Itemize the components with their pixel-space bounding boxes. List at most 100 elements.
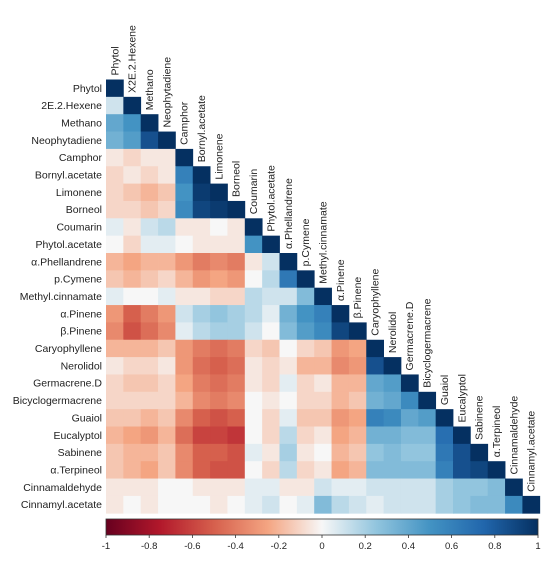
heatmap-cell — [210, 253, 228, 271]
heatmap-cell — [140, 391, 159, 410]
heatmap-cell — [175, 253, 194, 271]
heatmap-cell — [331, 322, 350, 341]
heatmap-cell — [418, 461, 437, 479]
heatmap-cell — [348, 339, 367, 358]
heatmap-cell — [158, 270, 176, 289]
heatmap-cell — [279, 461, 298, 479]
row-label: Cinnamyl.acetate — [21, 499, 102, 511]
heatmap-cell — [400, 495, 419, 514]
heatmap-cell — [106, 339, 124, 358]
heatmap-cell — [123, 253, 142, 271]
heatmap-cell — [262, 426, 280, 445]
heatmap-cell — [314, 391, 332, 410]
heatmap-cell — [296, 409, 315, 427]
column-label: α.Terpineol — [491, 406, 503, 458]
heatmap-cell — [106, 287, 124, 306]
heatmap-cell — [383, 461, 402, 479]
heatmap-cell — [227, 200, 246, 219]
heatmap-cell — [140, 253, 159, 271]
column-label: Phytol — [109, 46, 121, 75]
heatmap-cell — [123, 305, 142, 323]
heatmap-cell — [140, 374, 159, 393]
heatmap-cell — [140, 426, 159, 445]
heatmap-cell — [140, 148, 159, 167]
heatmap-cell — [262, 322, 280, 341]
heatmap-cell — [331, 357, 350, 375]
heatmap-cell — [158, 322, 176, 341]
heatmap-cell — [296, 374, 315, 393]
heatmap-cell — [106, 96, 124, 115]
heatmap-cell — [348, 374, 367, 393]
heatmap-cell — [418, 426, 437, 445]
heatmap-cell — [366, 426, 384, 445]
heatmap-cell — [348, 495, 367, 514]
heatmap-cell — [244, 357, 263, 375]
heatmap-cell — [244, 287, 263, 306]
heatmap-cell — [435, 495, 454, 514]
heatmap-cell — [106, 391, 124, 410]
heatmap-cell — [244, 443, 263, 462]
heatmap-cell — [106, 183, 124, 202]
heatmap-cell — [262, 443, 280, 462]
heatmap-cell — [192, 374, 211, 393]
heatmap-cell — [210, 322, 228, 341]
heatmap-cell — [505, 495, 523, 514]
heatmap-cell — [175, 322, 194, 341]
heatmap-cell — [140, 183, 159, 202]
heatmap-cell — [192, 322, 211, 341]
heatmap-cell — [123, 443, 142, 462]
heatmap-cell — [279, 374, 298, 393]
heatmap-cell — [470, 495, 489, 514]
heatmap-cell — [227, 409, 246, 427]
heatmap-cell — [192, 357, 211, 375]
heatmap-cell — [522, 495, 541, 514]
column-label: α.Pinene — [335, 259, 347, 301]
column-labels: Phytol X2E.2.Hexene Methano Neophytadiene Ca… — [109, 25, 537, 492]
heatmap-cell — [227, 218, 246, 237]
heatmap-cell — [106, 443, 124, 462]
heatmap-cell — [435, 426, 454, 445]
heatmap-cell — [106, 131, 124, 150]
heatmap-cell — [314, 287, 332, 306]
heatmap-cell — [192, 461, 211, 479]
heatmap-cell — [331, 409, 350, 427]
heatmap-cell — [348, 478, 367, 497]
heatmap-cell — [470, 443, 489, 462]
heatmap-cell — [175, 495, 194, 514]
heatmap-cell — [262, 339, 280, 358]
column-label: Guaiol — [439, 375, 451, 405]
heatmap-cell — [348, 391, 367, 410]
heatmap-cell — [123, 374, 142, 393]
heatmap-cell — [314, 443, 332, 462]
heatmap-cell — [279, 478, 298, 497]
column-label: Cinnamyl.acetate — [526, 411, 538, 492]
row-label: Phytol.acetate — [35, 239, 102, 251]
row-label: Cinnamaldehyde — [23, 482, 102, 494]
heatmap-cell — [453, 495, 471, 514]
row-label: Eucalyptol — [54, 430, 102, 442]
heatmap-cell — [227, 478, 246, 497]
heatmap-cell — [453, 443, 471, 462]
heatmap-cell — [366, 461, 384, 479]
heatmap-cell — [123, 183, 142, 202]
heatmap-cell — [296, 287, 315, 306]
heatmap-cell — [192, 218, 211, 237]
heatmap-cell — [366, 495, 384, 514]
heatmap-cell — [106, 148, 124, 167]
row-label: α.Phellandrene — [31, 256, 102, 268]
heatmap-cell — [210, 495, 228, 514]
column-label: Cinnamaldehyde — [508, 396, 520, 475]
heatmap-cell — [175, 443, 194, 462]
heatmap-cell — [123, 287, 142, 306]
heatmap-cell — [244, 253, 263, 271]
heatmap-cell — [470, 478, 489, 497]
heatmap-cell — [158, 235, 176, 254]
heatmap-cell — [383, 495, 402, 514]
heatmap-cell — [192, 409, 211, 427]
heatmap-cell — [158, 287, 176, 306]
heatmap-cell — [227, 391, 246, 410]
heatmap-cell — [158, 426, 176, 445]
heatmap-cell — [192, 166, 211, 184]
colorbar-tick-label: 0.6 — [445, 541, 458, 552]
heatmap-cell — [175, 183, 194, 202]
